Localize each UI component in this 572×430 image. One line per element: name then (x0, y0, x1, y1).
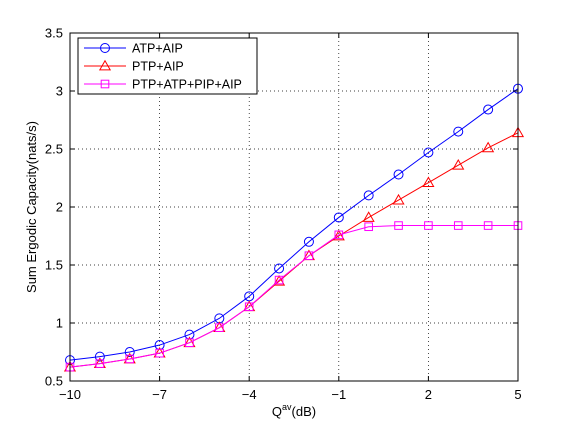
series-line-2 (69, 225, 518, 368)
series-line-0 (69, 88, 519, 361)
x-tick-label: 2 (425, 387, 432, 402)
x-axis-label: Qav(dB) (272, 402, 316, 419)
data-point-2 (215, 323, 224, 332)
data-point-0 (303, 236, 314, 247)
data-point-0 (333, 212, 344, 223)
data-point-2 (95, 359, 105, 368)
data-point-2 (185, 338, 194, 348)
data-point-2 (125, 354, 135, 364)
x-tick-label: −1 (331, 387, 346, 402)
y-axis-label: Sum Ergodic Capacity(nats/s) (24, 121, 39, 293)
y-tick-label: 3.5 (45, 26, 63, 41)
data-point-0 (274, 263, 285, 274)
data-point-2 (334, 230, 344, 240)
legend-label-0: ATP+AIP (132, 42, 183, 56)
data-point-2 (483, 221, 493, 230)
x-tick-label: 5 (514, 387, 521, 402)
data-point-0 (124, 347, 135, 357)
data-point-1 (273, 275, 286, 286)
data-point-1 (332, 229, 345, 241)
x-tick-label: −7 (152, 387, 167, 402)
data-point-2 (394, 221, 403, 230)
y-tick-label: 2 (56, 200, 63, 215)
legend-marker-0 (100, 43, 110, 53)
y-tick-label: 2.5 (45, 142, 63, 157)
x-tick-label: −10 (59, 387, 81, 402)
data-point-1 (362, 211, 375, 222)
legend-label-1: PTP+AIP (132, 60, 184, 74)
legend-marker-2 (100, 79, 110, 89)
legend: ATP+AIP PTP+AIP PTP+ATP+PIP+AIP (77, 37, 258, 95)
axis-ticks (69, 32, 519, 382)
y-tick-label: 0.5 (45, 374, 63, 389)
grid-lines (70, 33, 518, 381)
legend-label-2: PTP+ATP+PIP+AIP (132, 78, 242, 92)
data-point-1 (482, 141, 495, 153)
data-point-1 (452, 159, 465, 170)
y-tick-label: 3 (56, 84, 63, 99)
data-point-0 (423, 147, 434, 158)
data-point-2 (244, 302, 254, 312)
tick-labels: −10 −7 −4 −1 2 5 0.5 1 1.5 2 2.5 3 3.5 (45, 26, 522, 403)
data-point-2 (304, 251, 314, 261)
data-point-1 (392, 193, 405, 205)
data-point-1 (422, 176, 435, 188)
data-point-2 (274, 275, 284, 285)
series-layer (63, 83, 525, 372)
data-point-2 (155, 348, 164, 358)
y-tick-label: 1 (56, 316, 63, 331)
data-point-2 (364, 222, 373, 232)
y-tick-label: 1.5 (45, 258, 63, 273)
data-point-0 (453, 126, 464, 137)
data-point-2 (424, 221, 433, 230)
legend-marker-1 (98, 59, 112, 71)
data-point-0 (363, 190, 374, 201)
data-point-0 (483, 104, 494, 115)
data-point-0 (94, 351, 105, 362)
x-tick-label: −4 (242, 387, 257, 402)
data-point-2 (453, 221, 463, 230)
data-point-0 (393, 169, 404, 180)
